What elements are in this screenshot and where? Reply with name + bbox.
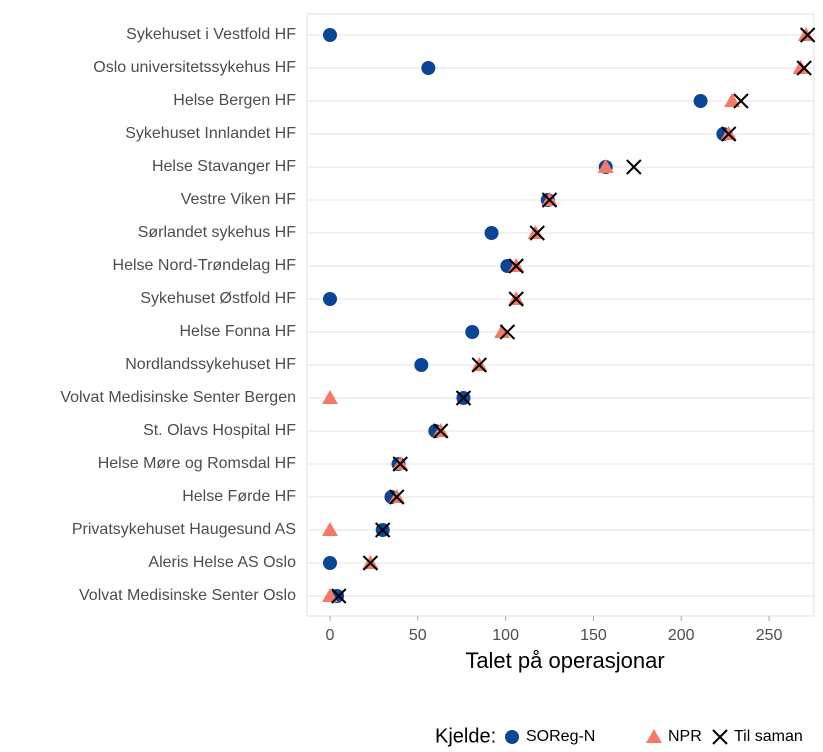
point bbox=[362, 555, 379, 571]
y-tick-label: Helse Nord-Trøndelag HF bbox=[113, 257, 297, 274]
y-tick-label: St. Olavs Hospital HF bbox=[143, 422, 296, 439]
legend-label: NPR bbox=[668, 728, 702, 745]
point bbox=[724, 93, 741, 107]
y-tick-label: Helse Førde HF bbox=[182, 488, 296, 505]
point bbox=[792, 60, 809, 74]
y-tick-label: Volvat Medisinske Senter Bergen bbox=[60, 389, 296, 406]
point bbox=[465, 325, 480, 339]
y-tick-label: Oslo universitetssykehus HF bbox=[93, 59, 296, 76]
y-tick-label: Helse Fonna HF bbox=[180, 323, 297, 340]
point bbox=[323, 292, 338, 306]
point bbox=[322, 522, 339, 536]
point bbox=[693, 94, 708, 108]
point bbox=[508, 258, 524, 274]
point bbox=[484, 226, 499, 240]
plot-border bbox=[306, 13, 815, 617]
x-tick-label: 0 bbox=[326, 627, 335, 644]
point bbox=[508, 291, 524, 307]
x-axis-title: Talet på operasjonar bbox=[465, 648, 664, 673]
x-tick-label: 100 bbox=[492, 627, 519, 644]
y-tick-label: Sørlandet sykehus HF bbox=[138, 224, 297, 241]
point bbox=[323, 28, 338, 42]
y-tick-label: Aleris Helse AS Oslo bbox=[148, 554, 296, 571]
point bbox=[499, 324, 516, 340]
point bbox=[597, 159, 614, 173]
y-tick-label: Sykehuset Østfold HF bbox=[140, 290, 296, 307]
point bbox=[471, 357, 487, 373]
legend-marker bbox=[646, 729, 662, 743]
point bbox=[322, 588, 339, 602]
y-tick-label: Sykehuset i Vestfold HF bbox=[126, 26, 296, 43]
y-tick-label: Helse Bergen HF bbox=[173, 92, 296, 109]
point bbox=[392, 456, 408, 472]
legend-label: SOReg-N bbox=[526, 728, 595, 745]
x-tick-label: 150 bbox=[580, 627, 607, 644]
point bbox=[432, 423, 449, 439]
point bbox=[541, 192, 558, 208]
point bbox=[421, 61, 436, 75]
x-tick-label: 250 bbox=[756, 627, 783, 644]
y-tick-label: Sykehuset Innlandet HF bbox=[125, 125, 296, 142]
point bbox=[331, 588, 347, 604]
y-tick-label: Nordlandssykehuset HF bbox=[125, 356, 296, 373]
legend-marker bbox=[505, 730, 519, 744]
point bbox=[799, 27, 816, 43]
x-tick-label: 200 bbox=[668, 627, 695, 644]
y-tick-label: Privatsykehuset Haugesund AS bbox=[72, 521, 296, 538]
point bbox=[720, 126, 737, 142]
y-tick-label: Helse Møre og Romsdal HF bbox=[98, 455, 297, 472]
x-tick-label: 50 bbox=[409, 627, 427, 644]
y-tick-label: Helse Stavanger HF bbox=[152, 158, 296, 175]
point bbox=[374, 522, 391, 538]
y-tick-label: Volvat Medisinske Senter Oslo bbox=[79, 587, 296, 604]
point bbox=[323, 556, 338, 570]
point bbox=[529, 225, 545, 241]
point bbox=[322, 390, 339, 404]
point bbox=[414, 358, 429, 372]
point bbox=[455, 390, 472, 406]
y-tick-label: Vestre Viken HF bbox=[181, 191, 297, 208]
legend-title: Kjelde: bbox=[435, 725, 496, 747]
point bbox=[389, 489, 405, 505]
point bbox=[796, 60, 812, 76]
point bbox=[626, 159, 642, 175]
legend-label: Til saman bbox=[734, 728, 803, 745]
legend-marker bbox=[712, 729, 728, 745]
point bbox=[733, 93, 749, 109]
